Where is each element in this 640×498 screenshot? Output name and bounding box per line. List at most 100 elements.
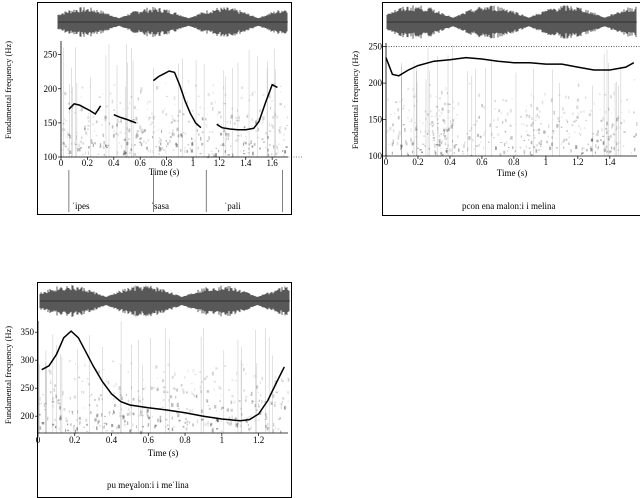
syllable-label: ˈipes: [72, 201, 90, 211]
spectrogram-cell: [423, 135, 425, 137]
spectrogram-cell: [515, 124, 517, 126]
spectrogram-cell: [273, 425, 275, 427]
spectrogram-cell: [603, 148, 607, 152]
spectrogram-cell: [184, 376, 186, 379]
spectrogram-cell: [76, 427, 79, 431]
spectrogram-cell: [185, 391, 188, 394]
spectrogram-cell: [87, 128, 89, 131]
spectrogram-cell: [435, 105, 439, 108]
spectrogram-cell: [476, 120, 478, 123]
spectrogram-cell: [69, 150, 72, 154]
spectrogram-cell: [213, 154, 216, 157]
spectrogram-cell: [206, 399, 209, 402]
spectrogram-cell: [248, 427, 251, 431]
spectrogram-cell: [519, 146, 522, 149]
spectrogram-cell: [523, 151, 525, 156]
x-tick-label: 1.4: [240, 158, 252, 168]
spectrogram-cell: [504, 130, 507, 133]
spectrogram-cell: [263, 141, 265, 143]
spectrogram-cell: [228, 388, 230, 391]
spectrogram-cell: [593, 102, 595, 106]
spectrogram-cell: [91, 142, 93, 145]
spectrogram-cell: [466, 133, 469, 135]
spectrogram-cell: [134, 144, 136, 146]
spectrogram-cell: [280, 85, 282, 87]
x-tick-label: 0: [59, 158, 64, 168]
spectrogram-cell: [506, 112, 509, 116]
spectrogram-cell: [433, 123, 435, 126]
pitch-chart-a: 100 150 200 250 0 0.2 0.4 0.6 0.8 1 1.2 1.4 1.6 ˈipes…: [44, 7, 303, 212]
spectrogram-cell: [157, 377, 158, 379]
spectrogram-cell: [402, 105, 406, 107]
spectrogram-cell: [98, 420, 100, 423]
spectrogram-cell: [585, 149, 588, 152]
spectrogram-cell: [530, 103, 533, 108]
spectrogram-cell: [166, 391, 169, 393]
spectrogram-cell: [191, 142, 194, 146]
spectrogram-cell: [120, 408, 122, 410]
spectrogram-cell: [78, 376, 81, 379]
spectrogram-cell: [633, 79, 636, 81]
spectrogram-cell: [215, 417, 218, 422]
spectrogram-cell: [481, 103, 484, 108]
spectrogram-cell: [612, 91, 615, 96]
spectrogram-cell: [124, 151, 127, 155]
spectrogram-cell: [148, 116, 150, 121]
spectrogram-cell: [117, 118, 119, 123]
spectrogram-cell: [103, 368, 105, 371]
spectrogram-cell: [108, 411, 111, 414]
spectrogram-cell: [230, 423, 232, 426]
spectrogram-cell: [438, 135, 440, 139]
spectrogram-cell: [284, 105, 286, 108]
spectrogram-cell: [179, 109, 181, 114]
spectrogram-cell: [507, 150, 509, 153]
spectrogram-cell: [156, 129, 159, 131]
spectrogram-cell: [142, 426, 144, 428]
spectrogram-cell: [131, 144, 133, 147]
y-axis-title-b: Fundamental frequency (Hz): [350, 50, 360, 150]
spectrogram-cell: [204, 117, 207, 120]
spectrogram-cell: [274, 375, 276, 380]
spectrogram-cell: [147, 415, 149, 418]
spectrogram-cell: [174, 387, 176, 391]
spectrogram-cell: [448, 148, 451, 152]
spectrogram-cell: [138, 397, 140, 402]
spectrogram-cell: [434, 149, 436, 154]
spectrogram-cell: [606, 131, 608, 135]
spectrogram-cell: [484, 130, 486, 134]
spectrogram-cell: [57, 400, 59, 404]
spectrogram-cell: [175, 142, 177, 146]
spectrogram-cell: [565, 138, 568, 141]
spectrogram-cell: [159, 415, 162, 420]
spectrogram-cell: [68, 133, 71, 137]
waveform: [57, 7, 288, 37]
spectrogram-cell: [95, 135, 98, 137]
y-tick-label: 200: [369, 78, 383, 88]
spectrogram-cell: [177, 114, 180, 117]
spectrogram-cell: [580, 134, 582, 136]
spectrogram-cell: [525, 145, 527, 149]
spectrogram-cell: [96, 404, 99, 407]
spectrogram-cell: [81, 142, 83, 145]
spectrogram-cell: [67, 148, 69, 152]
spectrogram-cell: [247, 147, 250, 150]
spectrogram-cell: [66, 429, 69, 432]
spectrogram-cell: [240, 133, 242, 137]
spectrogram-cell: [59, 405, 61, 410]
spectrogram-cell: [201, 409, 203, 414]
spectrogram-cell: [97, 420, 99, 425]
spectrogram-cell: [278, 129, 281, 132]
spectrogram-cell: [74, 363, 76, 365]
x-axis-title-c: Time (s): [147, 448, 179, 458]
spectrogram-cell: [430, 110, 432, 112]
spectrogram-cell: [594, 151, 596, 154]
spectrogram-cell: [87, 151, 89, 155]
spectrogram-cell: [561, 116, 563, 118]
spectrogram-cell: [274, 403, 276, 408]
spectrogram-cell: [130, 96, 133, 98]
spectrogram-cell: [153, 125, 155, 128]
spectrogram-cell: [177, 405, 179, 407]
spectrogram-cell: [470, 155, 473, 156]
spectrogram-cell: [401, 98, 403, 101]
spectrogram-cell: [238, 116, 240, 120]
